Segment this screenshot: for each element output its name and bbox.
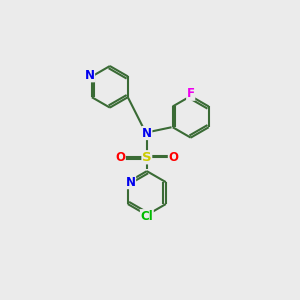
Text: N: N <box>85 69 94 82</box>
Text: N: N <box>126 176 136 189</box>
Text: F: F <box>187 87 195 100</box>
Text: N: N <box>142 127 152 140</box>
Text: O: O <box>168 151 178 164</box>
Text: S: S <box>142 151 152 164</box>
Text: Cl: Cl <box>140 210 153 223</box>
Text: O: O <box>115 151 125 164</box>
